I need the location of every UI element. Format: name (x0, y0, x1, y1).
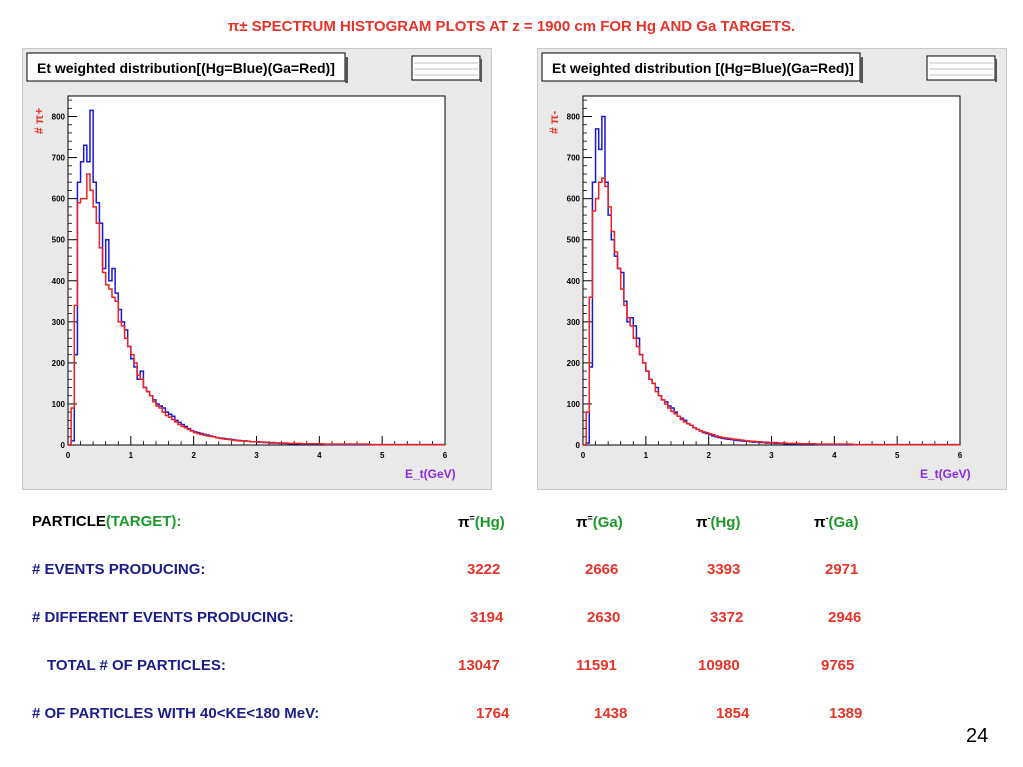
y-tick-label: 100 (52, 400, 66, 409)
value-diff-pi-minus-ga: 2946 (828, 609, 862, 626)
y-tick-label: 200 (567, 359, 581, 368)
x-tick-label: 0 (581, 451, 586, 460)
chart-title-box (26, 52, 346, 82)
y-tick-label: 600 (567, 195, 581, 204)
x-tick-label: 5 (895, 451, 900, 460)
chart-title: Et weighted distribution [(Hg=Blue)(Ga=R… (552, 60, 854, 76)
value-ke-pi-minus-hg: 1854 (716, 705, 750, 722)
value-total-pi-minus-hg: 10980 (698, 657, 740, 674)
plot-frame (582, 95, 961, 446)
chart-title: Et weighted distribution[(Hg=Blue)(Ga=Re… (37, 60, 335, 76)
y-axis-label: # π+ (32, 108, 46, 134)
x-tick-label: 0 (66, 451, 71, 460)
histogram-chart-pi-plus: Et weighted distribution[(Hg=Blue)(Ga=Re… (26, 52, 482, 481)
x-tick-label: 1 (129, 451, 134, 460)
series-ga-line (583, 177, 960, 446)
x-tick-label: 3 (769, 451, 774, 460)
stats-box (411, 55, 481, 81)
y-tick-label: 700 (567, 154, 581, 163)
slide-title: π± SPECTRUM HISTOGRAM PLOTS AT z = 1900 … (227, 18, 796, 35)
value-diff-pi-plus-ga: 2630 (587, 609, 621, 626)
header-col-4: π-(Ga) (814, 513, 859, 531)
x-tick-label: 5 (380, 451, 385, 460)
y-axis-label: # π- (547, 111, 561, 134)
x-tick-label: 2 (706, 451, 711, 460)
value-ke-pi-minus-ga: 1389 (829, 705, 863, 722)
x-tick-label: 2 (191, 451, 196, 460)
y-tick-label: 300 (567, 318, 581, 327)
y-tick-label: 700 (52, 154, 66, 163)
header-col-3: π-(Hg) (696, 513, 741, 531)
y-tick-label: 500 (567, 236, 581, 245)
plot-frame (67, 95, 446, 446)
series-ga-line (68, 173, 445, 446)
value-diff-pi-plus-hg: 3194 (470, 609, 504, 626)
value-total-pi-plus-ga: 11591 (576, 657, 617, 674)
x-tick-label: 3 (254, 451, 259, 460)
y-tick-label: 500 (52, 236, 66, 245)
row-label-total: TOTAL # OF PARTICLES: (47, 657, 226, 674)
y-tick-label: 300 (52, 318, 66, 327)
value-events-pi-minus-ga: 2971 (825, 561, 859, 578)
chart-title-box (541, 52, 861, 82)
y-tick-label: 400 (52, 277, 66, 286)
row-label-different-events: # DIFFERENT EVENTS PRODUCING: (32, 609, 294, 626)
value-total-pi-plus-hg: 13047 (458, 657, 500, 674)
stats-box-shadow (480, 59, 482, 82)
chart-title-shadow (345, 57, 348, 83)
page-number: 24 (966, 725, 989, 747)
y-tick-label: 100 (567, 400, 581, 409)
histogram-panel-pi-plus: Et weighted distribution[(Hg=Blue)(Ga=Re… (22, 48, 492, 490)
x-tick-label: 6 (958, 451, 963, 460)
value-ke-pi-plus-hg: 1764 (476, 705, 510, 722)
value-events-pi-plus-hg: 3222 (467, 561, 501, 578)
header-col-1: π=(Hg) (458, 513, 505, 531)
x-tick-label: 4 (832, 451, 837, 460)
stats-box (926, 55, 996, 81)
row-label-ke-range: # OF PARTICLES WITH 40<KE<180 MeV: (32, 705, 320, 722)
y-tick-label: 0 (61, 441, 66, 450)
row-label-events: # EVENTS PRODUCING: (32, 561, 206, 578)
histogram-chart-pi-minus: Et weighted distribution [(Hg=Blue)(Ga=R… (541, 52, 997, 481)
x-tick-label: 4 (317, 451, 322, 460)
value-ke-pi-plus-ga: 1438 (594, 705, 628, 722)
y-tick-label: 800 (567, 113, 581, 122)
x-axis-label: E_t(GeV) (920, 467, 971, 481)
y-tick-label: 800 (52, 113, 66, 122)
x-tick-label: 1 (644, 451, 649, 460)
x-axis-label: E_t(GeV) (405, 467, 456, 481)
y-tick-label: 600 (52, 195, 66, 204)
value-events-pi-plus-ga: 2666 (585, 561, 619, 578)
x-tick-label: 6 (443, 451, 448, 460)
header-col-2: π=(Ga) (576, 513, 623, 531)
stats-box-shadow (995, 59, 997, 82)
value-events-pi-minus-hg: 3393 (707, 561, 741, 578)
y-tick-label: 0 (576, 441, 581, 450)
histogram-panel-pi-minus: Et weighted distribution [(Hg=Blue)(Ga=R… (537, 48, 1007, 490)
y-tick-label: 200 (52, 359, 66, 368)
value-total-pi-minus-ga: 9765 (821, 657, 855, 674)
value-diff-pi-minus-hg: 3372 (710, 609, 744, 626)
chart-title-shadow (860, 57, 863, 83)
header-particle: PARTICLE(TARGET): (32, 513, 182, 530)
y-tick-label: 400 (567, 277, 581, 286)
